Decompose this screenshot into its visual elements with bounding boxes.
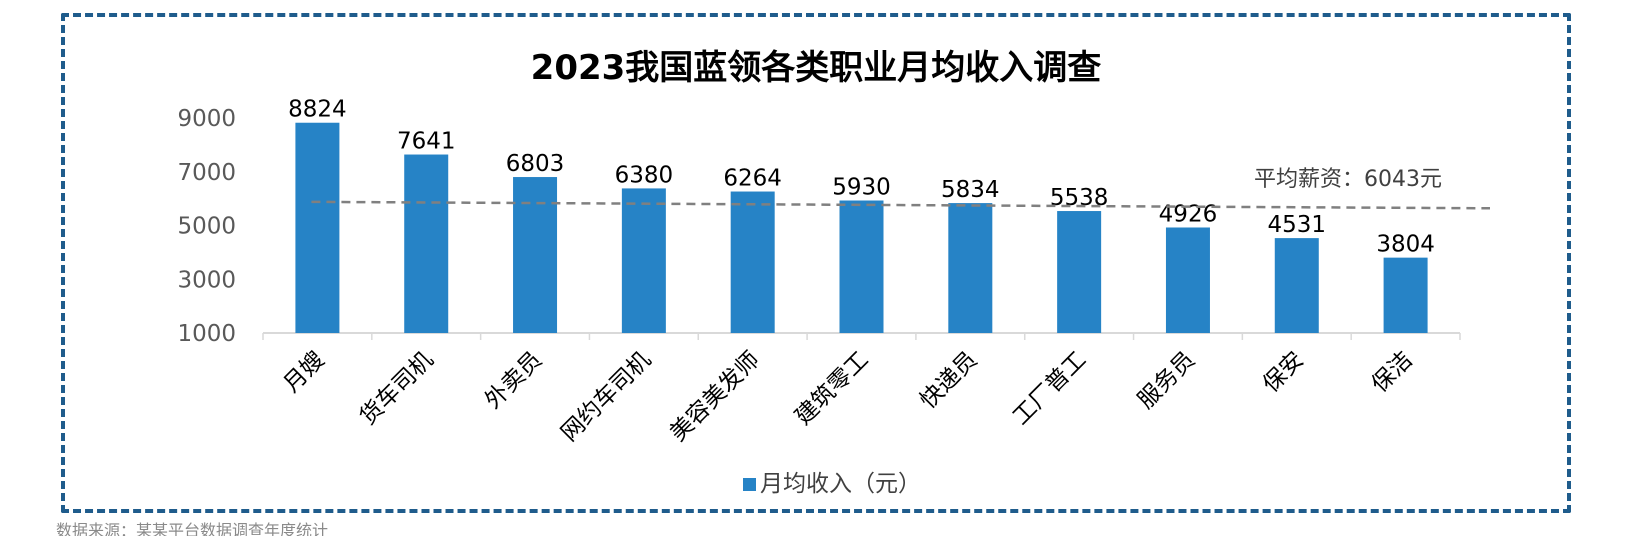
y-tick-label: 5000 [177,214,236,240]
category-label: 保洁 [1367,347,1418,398]
y-tick-label: 9000 [177,106,236,132]
y-tick-label: 7000 [177,160,236,186]
dashed-frame [61,13,1571,513]
category-label: 货车司机 [355,347,438,430]
data-label: 5834 [941,177,1000,203]
bar [621,188,666,333]
category-label: 网约车司机 [556,347,656,447]
bar [839,200,884,333]
bar [513,177,558,333]
y-tick-label: 3000 [177,267,236,293]
legend: 月均收入（元） [743,471,921,497]
data-label: 4531 [1267,212,1326,238]
category-label: 保安 [1258,347,1309,398]
y-tick-label: 1000 [177,321,236,347]
average-trend-line [311,200,1491,210]
bar [1057,211,1102,333]
category-label: 美容美发师 [665,347,765,447]
legend-swatch [743,478,756,491]
data-label: 6380 [615,162,674,188]
data-label: 3804 [1376,232,1435,258]
category-label: 外卖员 [480,347,547,414]
bar [730,191,775,333]
axis-group: 1000 3000 5000 7000 9000 月嫂 货车司机 外卖员 网约车司机 美容美发师建… [177,106,1461,447]
bar [1274,238,1319,333]
category-label: 工厂普工 [1008,347,1091,430]
bar [404,154,449,333]
data-label: 5930 [832,175,891,201]
legend-label: 月均收入（元） [760,471,921,497]
bar [1165,227,1210,333]
bar [295,122,340,333]
category-label: 快递员 [915,347,982,414]
category-label: 月嫂 [279,347,330,398]
data-label: 8824 [288,97,347,123]
chart-title: 2023我国蓝领各类职业月均收入调查 [531,48,1102,88]
bar [948,203,993,333]
category-label: 服务员 [1133,347,1200,414]
data-label: 6264 [723,166,782,192]
bars-group [295,122,1428,333]
data-label: 7641 [397,129,456,155]
category-label: 建筑零工 [790,347,873,430]
average-salary-label: 平均薪资：6043元 [1254,167,1442,192]
source-note: 数据来源：某某平台数据调查年度统计 [56,521,328,536]
trend-group [311,200,1491,210]
bar [1383,257,1428,333]
data-label: 6803 [506,151,565,177]
